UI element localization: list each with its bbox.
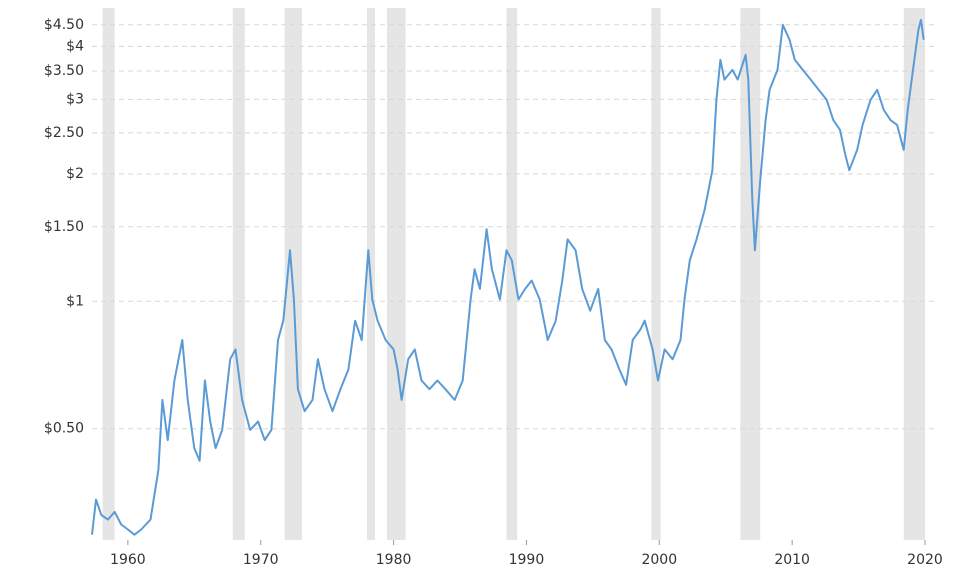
price-line bbox=[91, 18, 925, 536]
recession-band bbox=[651, 8, 661, 540]
x-tick-label: 1960 bbox=[110, 552, 146, 568]
y-tick-label: $4 bbox=[66, 38, 84, 54]
x-tick-label: 1990 bbox=[509, 552, 545, 568]
recession-band bbox=[232, 8, 245, 540]
x-tick-label: 2000 bbox=[641, 552, 677, 568]
y-tick-label: $2.50 bbox=[44, 125, 84, 141]
y-tick-label: $3 bbox=[66, 91, 84, 107]
recession-band bbox=[284, 8, 302, 540]
recession-band bbox=[506, 8, 518, 540]
recession-band bbox=[386, 8, 406, 540]
recession-band bbox=[740, 8, 761, 540]
y-tick-label: $3.50 bbox=[44, 63, 84, 79]
x-tick-label: 2010 bbox=[774, 552, 810, 568]
x-tick-label: 1980 bbox=[376, 552, 412, 568]
y-tick-label: $2 bbox=[66, 166, 84, 182]
y-tick-label: $0.50 bbox=[44, 421, 84, 437]
recession-band bbox=[102, 8, 115, 540]
x-tick-label: 1970 bbox=[243, 552, 279, 568]
y-tick-label: $4.50 bbox=[44, 17, 84, 33]
recession-band bbox=[903, 8, 925, 540]
x-tick-label: 2020 bbox=[907, 552, 943, 568]
y-tick-label: $1.50 bbox=[44, 219, 84, 235]
y-tick-label: $1 bbox=[66, 293, 84, 309]
